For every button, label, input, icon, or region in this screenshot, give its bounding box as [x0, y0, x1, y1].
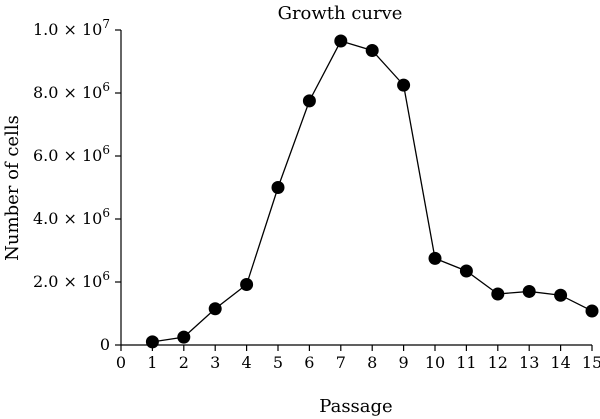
y-tick-mantissa: 1.0 × 10 — [33, 20, 102, 39]
y-tick-mantissa: 2.0 × 10 — [33, 272, 102, 291]
y-tick-label: 4.0 × 106 — [33, 206, 110, 228]
x-tick-label: 7 — [336, 353, 346, 372]
data-point — [208, 302, 222, 316]
data-point — [271, 181, 285, 194]
x-tick-label: 3 — [210, 353, 220, 372]
x-tick-label: 6 — [304, 353, 314, 372]
x-tick-label: 1 — [147, 353, 157, 372]
x-tick-label: 14 — [550, 353, 570, 372]
data-point — [334, 34, 348, 48]
y-tick-exponent: 6 — [102, 143, 110, 157]
y-tick-mantissa: 4.0 × 10 — [33, 209, 102, 228]
data-point — [365, 43, 379, 57]
data-point — [302, 94, 316, 108]
data-point — [177, 330, 191, 344]
y-tick-exponent: 6 — [102, 80, 110, 94]
x-tick-label: 11 — [456, 353, 476, 372]
x-tick-label: 9 — [399, 353, 409, 372]
chart-title: Growth curve — [278, 3, 403, 24]
y-tick-label: 8.0 × 106 — [33, 80, 110, 102]
x-tick-label: 5 — [273, 353, 283, 372]
y-tick-exponent: 6 — [102, 206, 110, 220]
y-tick-mantissa: 6.0 × 10 — [33, 146, 102, 165]
y-tick-label: 6.0 × 106 — [33, 143, 110, 165]
y-tick-label: 1.0 × 107 — [33, 17, 110, 39]
x-tick-label: 10 — [425, 353, 445, 372]
data-point — [585, 304, 599, 318]
series-group — [145, 34, 599, 349]
x-tick-label: 0 — [116, 353, 126, 372]
y-tick-label: 2.0 × 106 — [33, 269, 110, 291]
y-tick-mantissa: 8.0 × 10 — [33, 83, 102, 102]
data-point — [428, 251, 442, 265]
data-point — [554, 288, 568, 302]
x-tick-label: 13 — [519, 353, 539, 372]
x-tick-label: 8 — [367, 353, 377, 372]
x-tick-label: 4 — [242, 353, 252, 372]
data-point — [145, 335, 159, 349]
x-axis-ticks: 0 1 2 3 4 5 6 7 8 9 10 11 12 13 14 15 — [116, 345, 600, 372]
y-tick-label: 0 — [100, 335, 110, 354]
y-tick-exponent: 6 — [102, 269, 110, 283]
data-point — [240, 278, 254, 292]
data-point — [491, 287, 505, 301]
data-point — [522, 284, 536, 298]
data-point — [459, 264, 473, 278]
y-axis-label: Number of cells — [2, 115, 23, 261]
y-tick-mantissa: 0 — [100, 335, 110, 354]
y-tick-exponent: 7 — [102, 17, 110, 31]
x-tick-label: 2 — [179, 353, 189, 372]
x-axis-label: Passage — [319, 396, 392, 417]
data-point — [397, 78, 411, 92]
x-tick-label: 12 — [488, 353, 508, 372]
x-tick-label: 15 — [582, 353, 600, 372]
